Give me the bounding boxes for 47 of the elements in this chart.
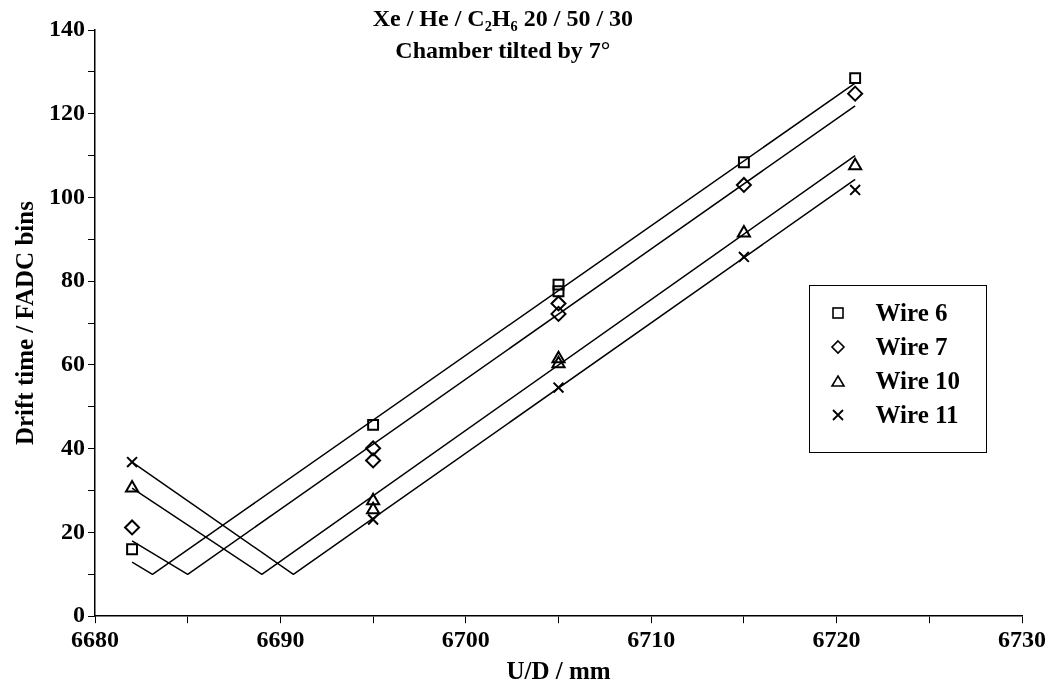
point xyxy=(849,72,862,85)
y-tick-label: 60 xyxy=(61,350,85,377)
x-tick-label: 6700 xyxy=(441,625,490,652)
point xyxy=(737,250,750,263)
y-tick-label: 140 xyxy=(49,15,85,42)
point xyxy=(125,480,140,493)
point xyxy=(847,85,864,102)
point xyxy=(736,225,751,238)
point xyxy=(552,278,565,291)
y-tick-label: 120 xyxy=(49,98,85,125)
legend-label: Wire 10 xyxy=(875,366,960,396)
legend-label: Wire 11 xyxy=(875,400,959,430)
chart-title: Xe / He / C₂H₆ 20 / 50 / 30 xyxy=(372,5,634,32)
point xyxy=(737,156,750,169)
x-tick-label: 6730 xyxy=(998,625,1046,652)
point xyxy=(365,452,382,469)
legend-label: Wire 7 xyxy=(875,332,948,362)
point xyxy=(552,285,565,298)
y-tick-label: 40 xyxy=(61,433,85,460)
point xyxy=(550,305,567,322)
point xyxy=(550,295,567,312)
point xyxy=(367,513,380,526)
x-tick-label: 6710 xyxy=(627,625,676,652)
x-tick-label: 6680 xyxy=(71,625,119,652)
point xyxy=(551,350,566,364)
legend-label: Wire 6 xyxy=(875,298,948,328)
point xyxy=(735,176,752,193)
x-axis-title: U/D / mm xyxy=(506,657,611,685)
point xyxy=(124,519,141,536)
chart-subtitle: Chamber tilted by 7° xyxy=(395,37,611,64)
y-tick-label: 0 xyxy=(73,601,85,628)
point xyxy=(848,157,863,171)
point xyxy=(552,381,565,394)
x-tick-label: 6690 xyxy=(256,625,305,652)
point xyxy=(366,501,381,515)
x-tick-label: 6720 xyxy=(812,625,861,652)
y-tick-label: 20 xyxy=(61,517,85,544)
point xyxy=(365,440,382,457)
point xyxy=(126,456,139,469)
point xyxy=(126,543,139,556)
y-tick-label: 100 xyxy=(49,182,85,209)
point xyxy=(366,492,381,506)
point xyxy=(367,418,380,431)
y-axis-title: Drift time / FADC bins xyxy=(11,200,39,446)
y-tick-label: 80 xyxy=(61,266,85,293)
point xyxy=(551,355,566,369)
point xyxy=(849,184,862,196)
